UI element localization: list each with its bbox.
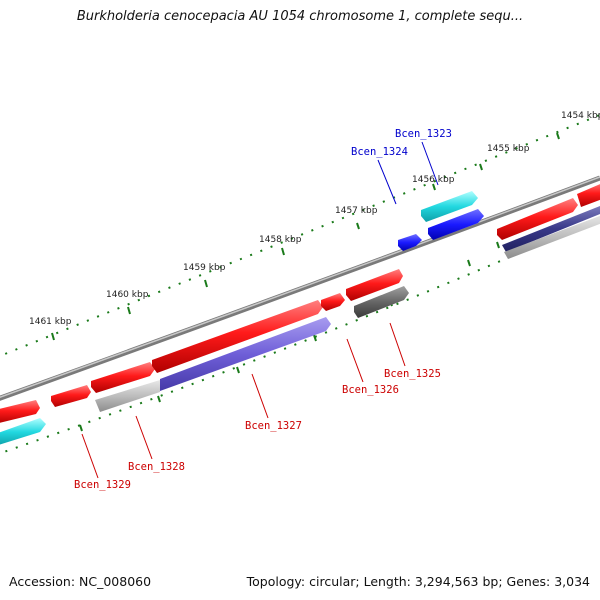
major-tick (356, 222, 360, 230)
accession-text: Accession: NC_008060 (9, 574, 152, 589)
gene-navy-right (502, 205, 600, 252)
gene-bcen-1328 (91, 362, 155, 393)
gene-bcen-1322 (497, 198, 578, 240)
kbp-label: 1461 kbp (29, 317, 72, 327)
kbp-label: 1458 kbp (259, 235, 302, 245)
gene-labels: Bcen_1323 Bcen_1324 Bcen_1325 Bcen_1326 … (74, 128, 452, 491)
label-bcen-1325: Bcen_1325 (384, 368, 441, 380)
label-leaders (81, 141, 439, 479)
kbp-label: 1457 kbp (335, 206, 378, 216)
gene-gray-right (504, 215, 600, 259)
gene-bcen-1323 (421, 191, 478, 222)
leader-1329 (81, 433, 99, 479)
label-bcen-1326: Bcen_1326 (342, 384, 399, 396)
topology-summary: Topology: circular; Length: 3,294,563 bp… (246, 574, 590, 589)
major-tick (127, 306, 131, 315)
label-bcen-1329: Bcen_1329 (74, 479, 131, 491)
kbp-label: 1460 kbp (106, 290, 149, 300)
gene-pseudo-1328 (95, 380, 160, 412)
major-tick (281, 247, 285, 256)
gene-bcen-1324 (398, 234, 422, 251)
major-tick (467, 259, 471, 267)
gene-bcen-1323b (428, 209, 484, 240)
leader-1328 (135, 415, 153, 460)
label-bcen-1328: Bcen_1328 (128, 461, 185, 473)
kbp-label: 1455 kbp (487, 144, 530, 154)
major-tick (79, 424, 83, 432)
reverse-strand-genes (0, 205, 600, 445)
backbone-line (0, 175, 600, 401)
major-tick (556, 132, 560, 140)
label-bcen-1323: Bcen_1323 (395, 128, 452, 140)
major-tick (313, 334, 317, 342)
label-bcen-1324: Bcen_1324 (351, 146, 408, 158)
kbp-labels: 1454 kbp 1455 kbp 1456 kbp 1457 kbp 1458… (29, 111, 600, 327)
leader-1326 (346, 338, 364, 383)
major-tick (236, 366, 240, 374)
major-tick (479, 163, 483, 171)
upper-genes (398, 191, 484, 251)
major-tick (432, 183, 436, 191)
gene-cyan-left (0, 418, 46, 445)
leader-1325 (389, 322, 406, 367)
gene-bcen-1327 (152, 300, 323, 373)
label-bcen-1327: Bcen_1327 (245, 420, 302, 432)
major-tick (51, 332, 55, 341)
leader-1323 (421, 141, 439, 186)
gene-bcen-1330 (0, 400, 40, 423)
gene-bcen-1325 (346, 269, 403, 301)
forward-strand-genes (0, 184, 600, 423)
gene-bcen-1329 (51, 385, 91, 407)
major-ticks (51, 132, 560, 341)
major-tick (204, 279, 208, 288)
gene-bcen-1326 (321, 293, 345, 311)
backbone-highlight (0, 176, 600, 398)
gene-bcen-1327-rev (160, 317, 331, 391)
kbp-label: 1454 kbp (561, 111, 600, 121)
leader-1327 (251, 373, 269, 419)
gene-bcen-1321 (577, 184, 600, 207)
kbp-label: 1459 kbp (183, 263, 226, 273)
major-tick (157, 395, 161, 403)
kbp-label: 1456 kbp (412, 175, 455, 185)
gene-bcen-1325-rev (354, 286, 409, 318)
chromosome-backbone (0, 175, 600, 401)
leader-1324 (377, 159, 397, 205)
map-title: Burkholderia cenocepacia AU 1054 chromos… (76, 9, 524, 24)
major-tick (496, 241, 500, 249)
